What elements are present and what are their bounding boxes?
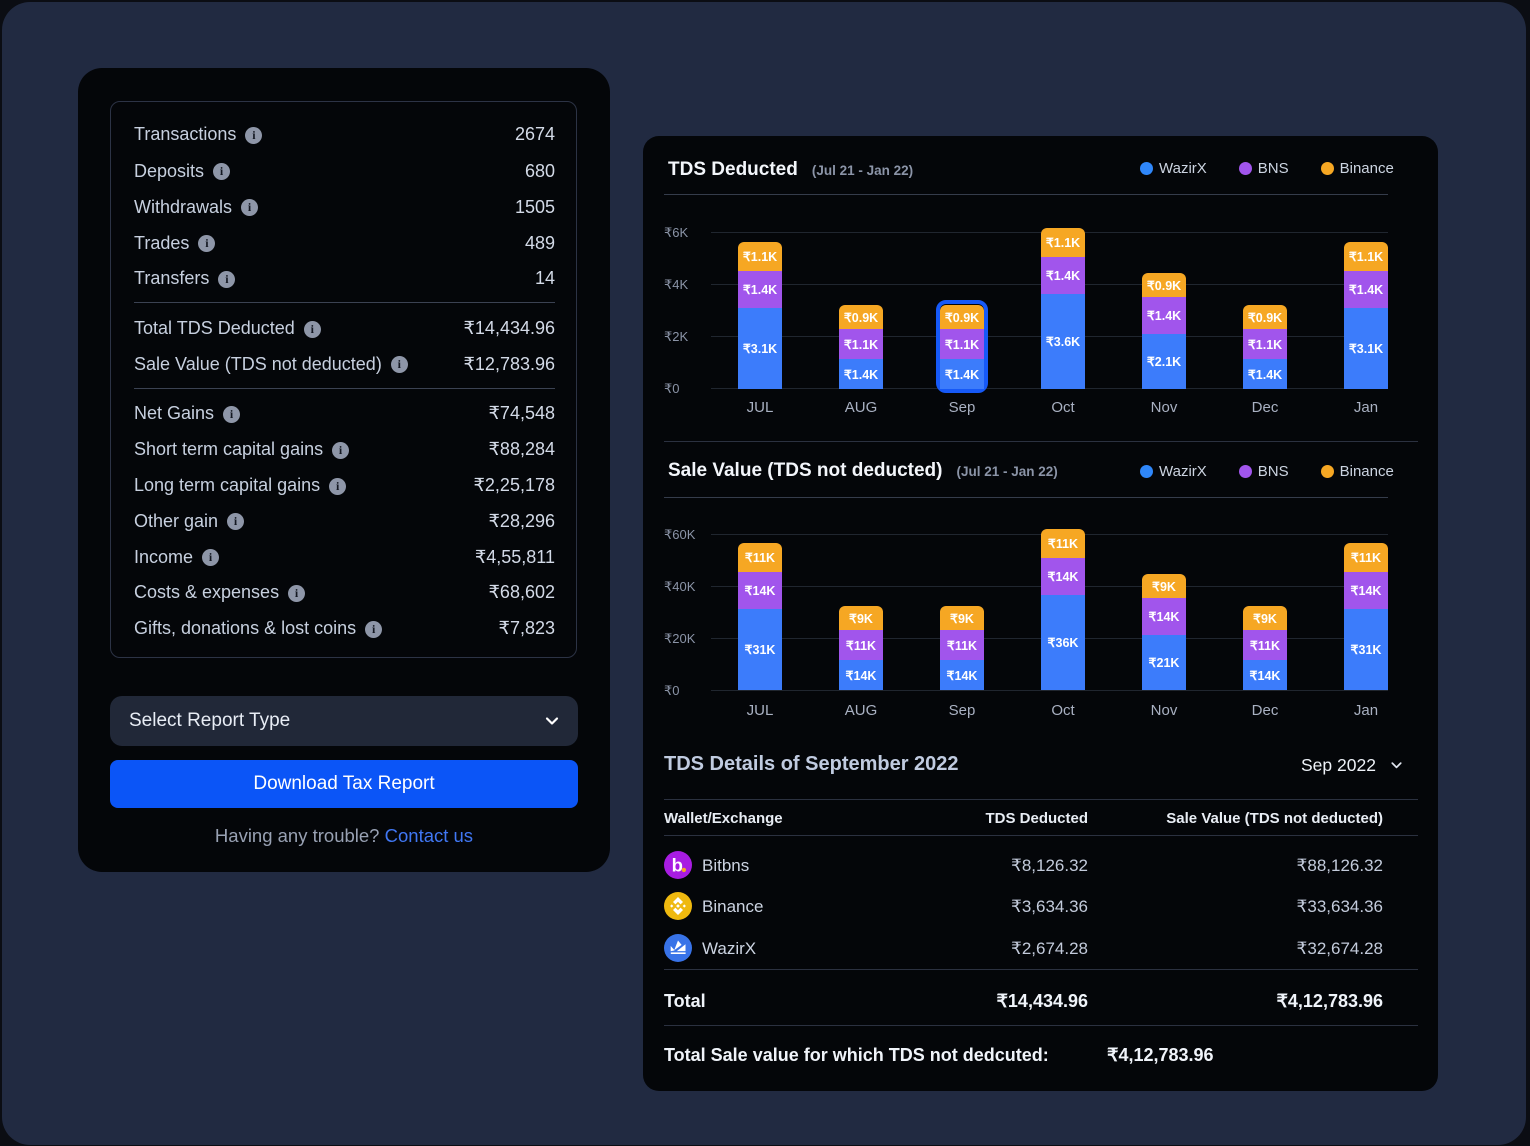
svg-text:b: b (672, 854, 683, 875)
